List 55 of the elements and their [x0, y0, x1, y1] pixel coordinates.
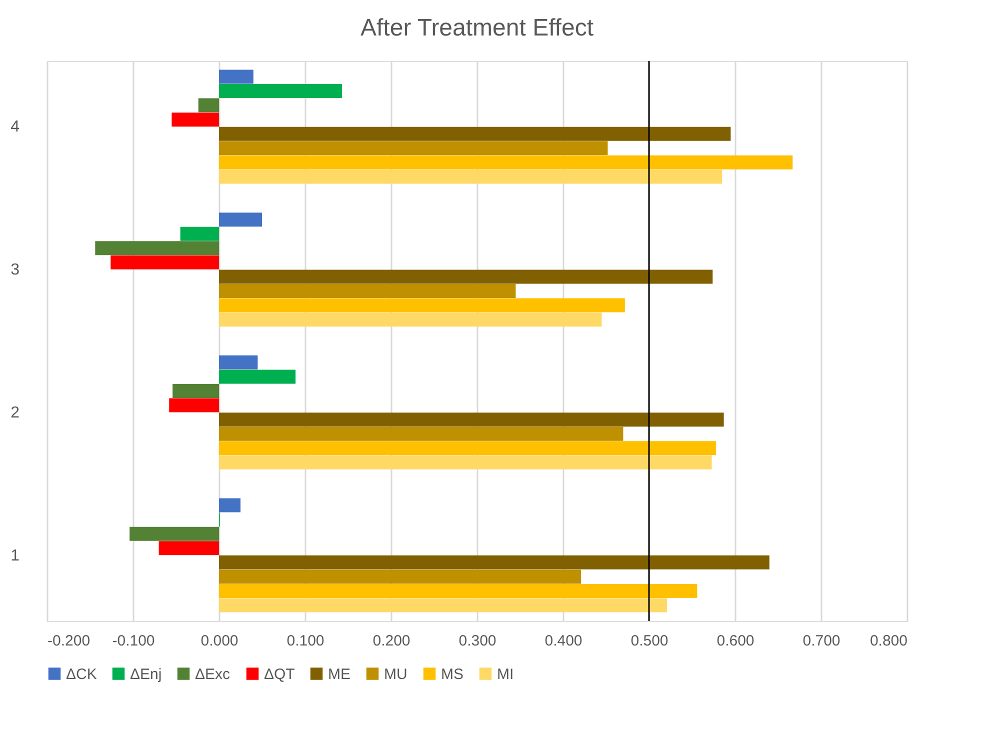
x-tick-label: 0.500	[630, 632, 668, 650]
chart-title: After Treatment Effect	[360, 14, 594, 42]
x-tick-label: -0.100	[112, 632, 155, 650]
bar	[219, 298, 625, 312]
bar	[219, 312, 602, 327]
legend-label: MI	[497, 666, 514, 683]
x-tick-label: 0.400	[544, 632, 582, 650]
x-tick-label: 0.000	[200, 632, 238, 650]
legend-label: ΔQT	[264, 666, 295, 683]
bar	[219, 412, 724, 427]
bar	[219, 355, 258, 370]
legend-label: MS	[441, 666, 464, 683]
legend-label: ΔEnj	[130, 666, 162, 683]
bar	[219, 270, 713, 284]
bar	[219, 284, 516, 298]
bar	[219, 70, 254, 84]
bar	[172, 384, 219, 398]
y-tick-label: 1	[10, 547, 20, 564]
y-tick-label: 4	[10, 118, 20, 136]
bar	[219, 141, 608, 156]
x-tick-label: 0.200	[372, 632, 410, 650]
legend-label: ΔExc	[195, 666, 231, 683]
bar	[219, 126, 731, 141]
bar	[158, 541, 219, 556]
bar	[110, 255, 219, 270]
x-tick-label: 0.600	[716, 632, 754, 650]
legend-label: MU	[384, 666, 408, 683]
bar	[219, 170, 722, 184]
bar	[219, 555, 770, 570]
bar	[219, 212, 262, 227]
bar	[219, 570, 582, 584]
bar	[219, 455, 712, 470]
bar	[219, 584, 698, 598]
x-tick-label: -0.200	[48, 632, 90, 650]
bar	[219, 441, 716, 456]
bar	[219, 426, 624, 441]
legend-label: ΔCK	[66, 666, 97, 683]
bar	[219, 370, 296, 384]
bar	[219, 498, 240, 512]
bar	[219, 598, 668, 612]
legend-label: ME	[328, 666, 350, 683]
bar	[219, 155, 793, 170]
bar	[169, 398, 219, 412]
bar	[198, 98, 219, 112]
x-tick-label: 0.300	[458, 632, 496, 650]
x-tick-label: 0.700	[802, 632, 840, 650]
bar	[95, 241, 219, 256]
bar	[172, 112, 219, 127]
x-tick-label: 0.100	[286, 632, 324, 650]
bar	[130, 526, 219, 541]
x-tick-label: 0.800	[870, 632, 908, 650]
y-tick-label: 3	[10, 262, 20, 279]
y-tick-label: 2	[10, 404, 20, 422]
bar	[219, 84, 342, 98]
bar	[180, 226, 219, 241]
